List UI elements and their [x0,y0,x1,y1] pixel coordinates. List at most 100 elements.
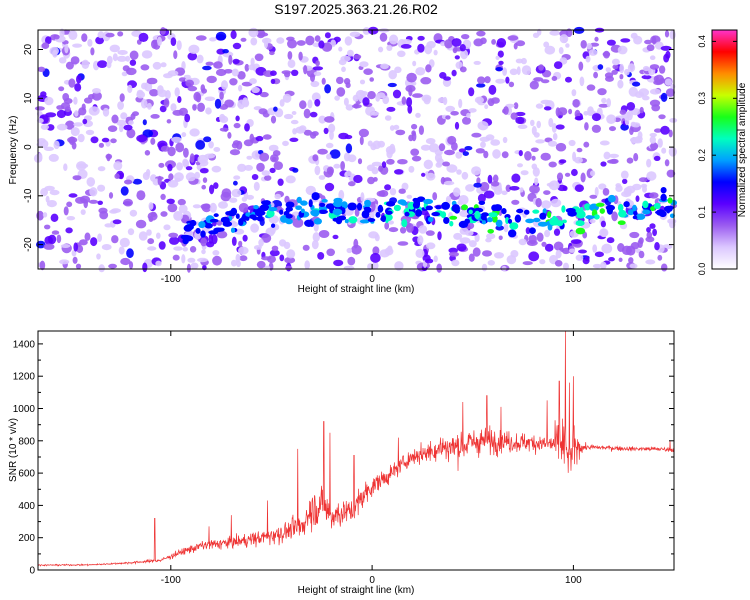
noise-blob [411,123,418,130]
y-tick-label: 800 [18,436,35,447]
band-blob [404,211,410,217]
noise-blob [548,117,554,128]
noise-blob [65,61,74,70]
noise-blob [310,73,315,82]
noise-blob [277,178,284,186]
snr-background [38,331,674,570]
noise-blob [646,171,657,181]
noise-blob [541,200,552,209]
noise-blob [238,246,249,255]
noise-blob [599,140,610,146]
band-blob [532,209,540,214]
noise-blob [59,259,70,265]
noise-blob [237,103,242,108]
noise-blob [649,99,661,107]
noise-blob [642,95,650,101]
x-tick-label: 100 [565,575,582,586]
noise-blob [454,121,460,130]
noise-blob [315,60,320,67]
noise-blob [481,263,488,272]
noise-blob [618,257,623,262]
noise-blob [425,172,436,181]
noise-blob [506,255,517,265]
band-blob [235,213,240,219]
noise-blob [388,70,398,80]
noise-blob [104,223,113,228]
noise-blob [649,223,656,229]
noise-blob [605,67,611,73]
noise-blob [326,166,334,175]
noise-blob [392,89,402,99]
noise-blob [188,44,200,54]
noise-blob [168,173,174,181]
band-blob [311,192,320,201]
noise-blob [420,210,429,216]
band-blob [180,234,188,240]
noise-blob [397,50,406,58]
band-blob [480,214,487,221]
snr-x-label: Height of straight line (km) [298,585,415,596]
band-blob [220,216,230,224]
noise-blob [415,112,421,118]
noise-blob [51,230,60,235]
noise-blob [446,164,458,173]
noise-blob [602,188,610,196]
noise-blob [609,126,616,132]
noise-blob [312,232,320,242]
noise-blob [661,263,668,272]
noise-blob [194,171,201,179]
band-blob [458,220,469,228]
noise-blob [604,72,614,79]
noise-blob [111,235,119,244]
noise-blob [235,115,240,122]
noise-blob [386,158,395,165]
noise-blob [497,50,504,58]
noise-blob [228,54,233,65]
band-blob [423,198,434,205]
noise-blob [170,37,177,46]
noise-blob [607,159,618,164]
noise-blob [528,251,540,262]
noise-blob [587,106,594,115]
noise-blob [584,122,589,131]
noise-blob [289,137,299,142]
band-blob [427,216,434,222]
noise-blob [150,137,156,145]
noise-blob [299,100,307,110]
noise-blob [498,235,503,241]
noise-blob [664,159,670,167]
noise-blob [646,158,652,168]
noise-blob [129,59,137,66]
noise-blob [421,172,426,177]
noise-blob [377,140,386,148]
noise-blob [204,96,216,102]
noise-blob [59,28,65,38]
noise-blob [37,118,44,124]
noise-blob [520,170,529,176]
noise-blob [568,108,573,115]
noise-blob [108,263,117,269]
band-blob [650,206,656,212]
noise-blob [237,163,247,172]
noise-blob [540,99,551,105]
noise-blob [572,99,580,108]
noise-blob [425,138,436,145]
noise-blob [397,159,408,165]
noise-blob [670,84,676,89]
noise-blob [141,82,148,90]
noise-blob [60,244,71,248]
noise-blob [312,154,319,162]
band-blob [584,203,591,211]
band-blob [507,218,513,224]
band-blob [451,204,460,213]
noise-blob [454,55,460,60]
noise-blob [261,233,272,243]
noise-blob [535,139,545,144]
noise-blob [287,59,296,68]
noise-blob [147,212,158,221]
noise-blob [196,54,204,64]
noise-blob [73,242,78,252]
noise-blob [90,237,98,247]
noise-blob [558,47,564,55]
noise-blob [91,91,102,101]
